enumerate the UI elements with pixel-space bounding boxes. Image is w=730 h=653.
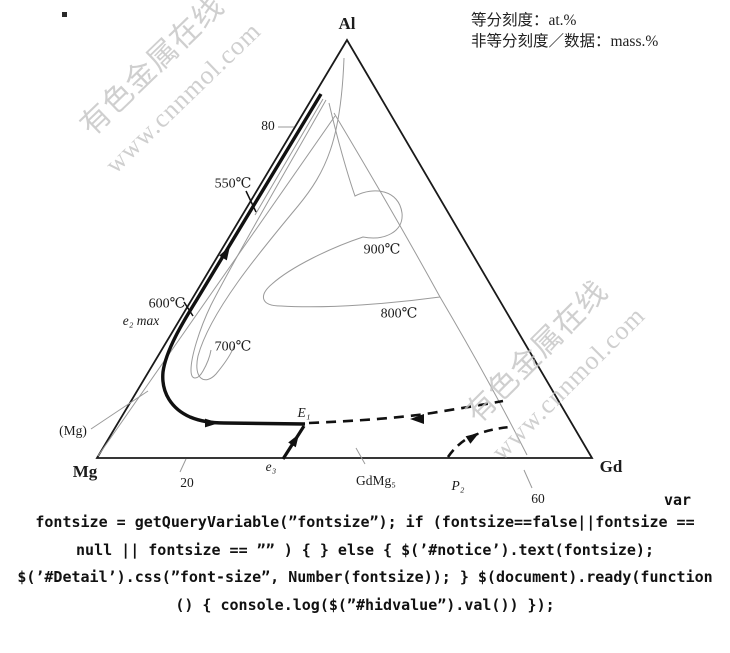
isotherm-label-600: 600℃ [148,296,186,312]
arrow-e3-branch [288,434,299,448]
mg-vertex-line [97,115,336,457]
tick-600 [183,301,194,317]
dashed-path-P2 [446,425,511,458]
arrow-dashed-left [410,414,424,424]
point-label-P2: P₂ [451,478,465,493]
tick-20-leader [179,458,187,473]
scale-note-mass-percent: 非等分刻度／数据：mass.% [471,33,659,50]
arrow-right-bottom-branch [205,418,219,428]
point-label-E1: E₁ [297,405,311,420]
code-line: () { console.log($(”#hidvalue”).val()) }… [175,595,555,614]
phase-label-mg: (Mg) [59,423,87,438]
vertex-label-mg: Mg [72,462,98,481]
isotherm-600-curve [190,99,327,379]
code-line: fontsize = getQueryVariable(”fontsize”);… [35,513,695,531]
axis-tick-80: 80 [261,118,275,133]
tick-550 [245,190,257,213]
fan-line [254,98,324,216]
phase-label-gdmg5: GdMg₅ [356,473,396,488]
artifact-dot [62,12,67,17]
mg-phase-leader [90,390,149,430]
axis-tick-60: 60 [531,491,545,506]
arrow-up-left-branch [219,246,230,261]
axis-tick-20: 20 [180,475,194,490]
vertex-label-al: Al [338,14,356,33]
isotherm-label-700: 700℃ [214,339,252,355]
point-label-e2max: e₂ max [122,313,160,328]
isotherm-label-550: 550℃ [214,176,252,192]
isotherm-900-800-curve [263,102,441,308]
triangle-edges [95,38,594,459]
gdmg5-leader [355,447,366,465]
isotherm-700-curve [196,57,345,381]
isotherm-label-900: 900℃ [363,242,401,258]
isotherm-label-800: 800℃ [380,306,418,322]
dashed-path-E1-right [308,399,504,425]
code-line: null || fontsize == ”” ) { } else { $(’#… [76,540,654,559]
code-line: $(’#Detail’).css(”font-size”, Number(fon… [17,568,713,586]
code-text-block: fontsize = getQueryVariable(”fontsize”);… [0,509,730,619]
point-label-e3: e₃ [265,459,277,474]
isotherm-lines [90,57,533,489]
tick-60-leader [523,469,533,489]
boundary-line-60 [333,112,528,456]
scale-note-at-percent: 等分刻度：at.% [471,12,577,29]
code-text-var: var [664,491,692,509]
arrow-dashed-p2 [465,433,479,444]
direction-arrows [205,246,479,448]
scale-notes: 等分刻度：at.% 非等分刻度／数据：mass.% [471,10,658,52]
vertex-label-gd: Gd [599,457,623,476]
path-ticks [183,190,257,317]
